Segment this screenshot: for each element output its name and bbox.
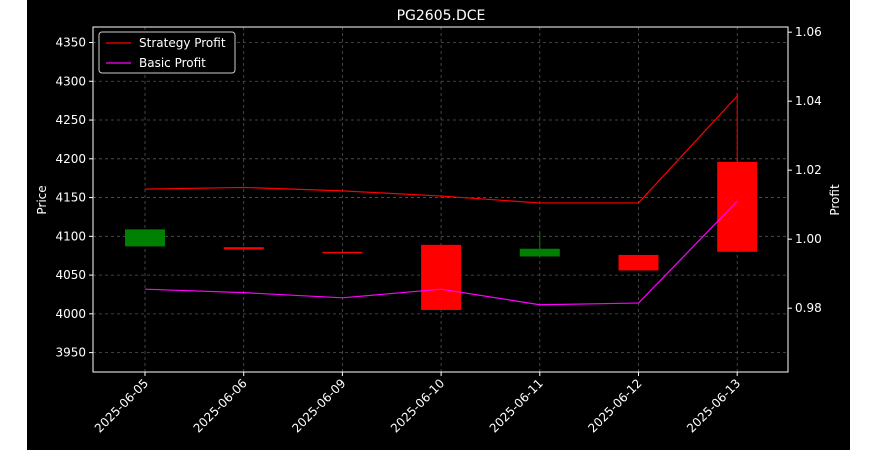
y-axis-label: Price: [35, 185, 49, 214]
plot-frame: [92, 26, 789, 373]
legend-strategy-label: Strategy Profit: [139, 36, 226, 50]
y-tick-label: 4350: [55, 36, 86, 50]
y2-tick-label: 1.06: [795, 25, 822, 39]
y-tick-label: 4200: [55, 152, 86, 166]
y-tick-label: 4300: [55, 74, 86, 88]
basic-profit-line: [144, 200, 738, 306]
legend-box: [98, 31, 236, 74]
x-tick-label: 2025-06-09: [289, 376, 348, 435]
candles: [125, 93, 758, 310]
x-axis-ticks: 2025-06-05 2025-06-06 2025-06-09 2025-06-10…: [92, 372, 743, 435]
y-tick-label: 4150: [55, 191, 86, 205]
profit-lines: [144, 95, 738, 306]
candle-body: [322, 251, 363, 254]
right-axis-ticks: 0.98 1.00 1.02 1.04 1.06: [788, 25, 822, 315]
strategy-profit-line: [144, 95, 738, 204]
chart-figure: 3950 4000 4050 4100 4150 4200 4250 4300 4350 0.9…: [27, 0, 850, 450]
legend: Strategy Profit Basic Profit: [98, 31, 236, 74]
candle-body: [519, 248, 560, 257]
y-tick-label: 4250: [55, 113, 86, 127]
grid: [93, 27, 788, 372]
x-tick-label: 2025-06-13: [684, 376, 743, 435]
candle-body: [717, 161, 758, 252]
y-tick-label: 4000: [55, 307, 86, 321]
y2-axis-label: Profit: [828, 184, 842, 216]
candle-body: [618, 254, 659, 271]
y2-tick-label: 1.02: [795, 163, 822, 177]
legend-basic-label: Basic Profit: [139, 56, 206, 70]
x-tick-label: 2025-06-11: [487, 376, 546, 435]
x-tick-label: 2025-06-10: [388, 376, 447, 435]
candle-body: [421, 244, 462, 310]
x-tick-label: 2025-06-06: [191, 376, 250, 435]
y-tick-label: 3950: [55, 346, 86, 360]
y2-tick-label: 1.00: [795, 232, 822, 246]
y2-tick-label: 0.98: [795, 301, 822, 315]
left-axis-ticks: 3950 4000 4050 4100 4150 4200 4250 4300 4350: [55, 36, 93, 360]
chart-title: PG2605.DCE: [397, 8, 486, 24]
y2-tick-label: 1.04: [795, 94, 822, 108]
candle-body: [223, 247, 264, 250]
x-tick-label: 2025-06-05: [92, 376, 151, 435]
x-tick-label: 2025-06-12: [585, 376, 644, 435]
y-tick-label: 4050: [55, 268, 86, 282]
chart-svg: 3950 4000 4050 4100 4150 4200 4250 4300 4350 0.9…: [35, 8, 842, 435]
candle-body: [125, 229, 165, 247]
y-tick-label: 4100: [55, 229, 86, 243]
